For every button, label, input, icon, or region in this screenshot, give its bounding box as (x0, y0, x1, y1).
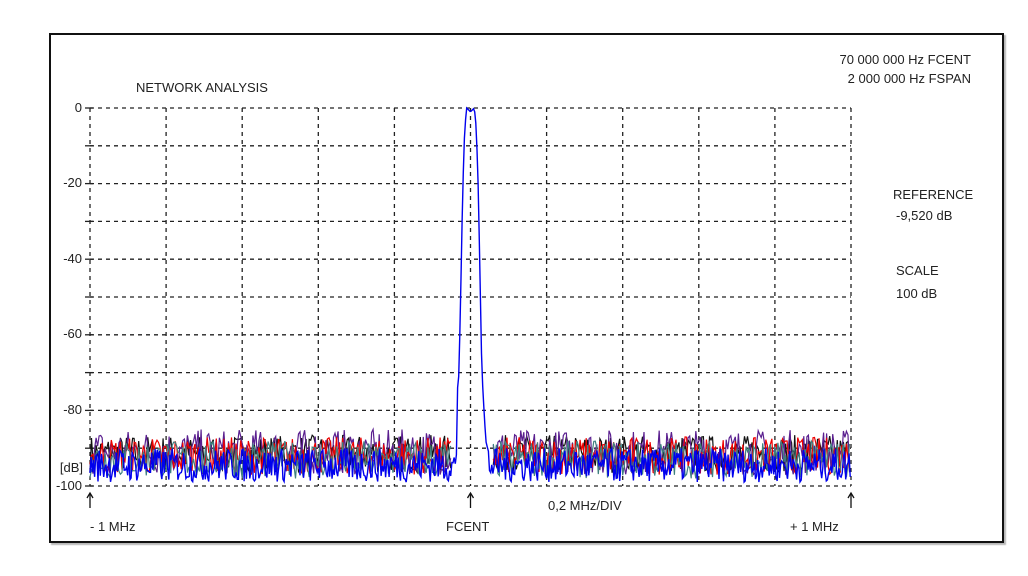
fcent-label: 70 000 000 Hz FCENT (839, 52, 971, 67)
x-div-label: 0,2 MHz/DIV (548, 498, 622, 513)
traces (89, 106, 851, 484)
chart-title: NETWORK ANALYSIS (136, 80, 268, 95)
y-tick-80: -80 (63, 402, 82, 417)
scale-label: SCALE (896, 263, 939, 278)
reference-value: -9,520 dB (896, 208, 953, 223)
y-unit-label: [dB] (59, 460, 83, 475)
scale-value: 100 dB (896, 286, 938, 301)
grid-lines (85, 107, 852, 487)
y-tick-100: -100 (55, 478, 82, 493)
fspan-label: 2 000 000 Hz FSPAN (847, 71, 971, 86)
y-tick-40: -40 (63, 251, 82, 266)
y-tick-0: 0 (74, 100, 82, 115)
x-right-label: + 1 MHz (790, 519, 839, 534)
main-trace (89, 106, 851, 484)
y-tick-20: -20 (63, 175, 82, 190)
x-center-label: FCENT (446, 519, 490, 534)
axis-markers (86, 491, 855, 508)
reference-label: REFERENCE (893, 187, 974, 202)
y-tick-60: -60 (63, 326, 82, 341)
x-left-label: - 1 MHz (90, 519, 136, 534)
